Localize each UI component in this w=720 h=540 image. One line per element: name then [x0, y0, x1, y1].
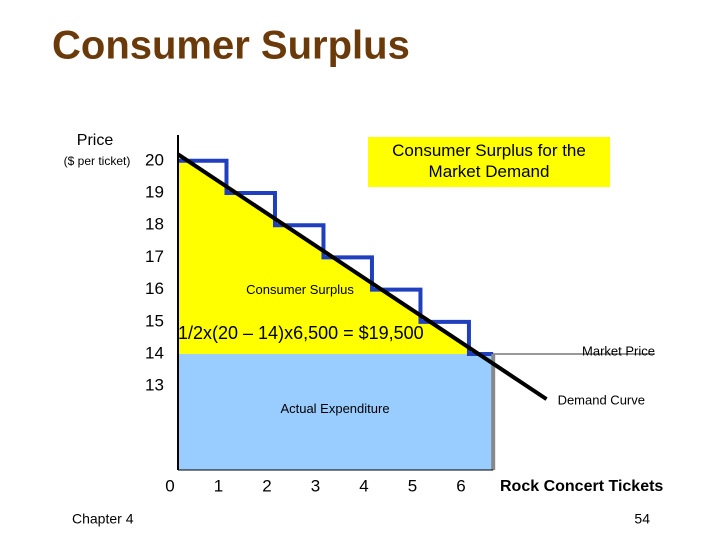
y-tick-label: 17	[145, 247, 164, 266]
x-tick-label: 0	[165, 476, 174, 495]
annotation-surplus-box: Consumer Surplus for the Market Demand	[392, 141, 586, 181]
y-tick-label: 19	[145, 182, 164, 201]
annotation-box	[368, 137, 610, 187]
y-tick-label: 15	[145, 311, 164, 330]
x-tick-label: 1	[214, 476, 223, 495]
x-tick-label: 2	[262, 476, 271, 495]
y-tick-label: 18	[145, 215, 164, 234]
y-axis-label: Price	[77, 132, 114, 149]
expenditure-area	[178, 354, 494, 470]
x-axis-label: Rock Concert Tickets	[500, 478, 663, 495]
surplus-area	[178, 154, 494, 355]
annotation-expenditure-wrap: Actual Expenditure	[280, 401, 390, 416]
annotation-formula: 1/2x(20 – 14)x6,500 = $19,500	[178, 323, 424, 343]
annotation-surplus: Consumer Surplus	[246, 282, 354, 297]
x-tick-label: 3	[311, 476, 320, 495]
annotation-demand-curve: Demand Curve	[558, 392, 645, 407]
y-tick-label: 16	[145, 279, 164, 298]
annotation-box-text-wrap: Consumer Surplus for the Market Demand	[392, 141, 586, 181]
annotation-market-price: Market Price	[582, 343, 655, 358]
annotation-surplus-wrap: Consumer Surplus	[246, 282, 354, 297]
y-axis-sublabel-box: ($ per ticket)	[63, 154, 131, 168]
y-tick-label: 20	[145, 150, 164, 169]
x-tick-label: 4	[359, 476, 368, 495]
annotation-expenditure: Actual Expenditure	[280, 401, 390, 416]
footer-page: 54	[634, 511, 650, 527]
demand-curve	[176, 152, 548, 401]
slide-title: Consumer Surplus	[52, 24, 410, 68]
y-axis-sublabel: ($ per ticket)	[63, 154, 131, 168]
y-tick-label: 13	[145, 376, 164, 395]
x-tick-label: 6	[456, 476, 465, 495]
x-tick-label: 5	[408, 476, 417, 495]
footer-chapter: Chapter 4	[72, 511, 134, 527]
y-tick-label: 14	[145, 344, 164, 363]
